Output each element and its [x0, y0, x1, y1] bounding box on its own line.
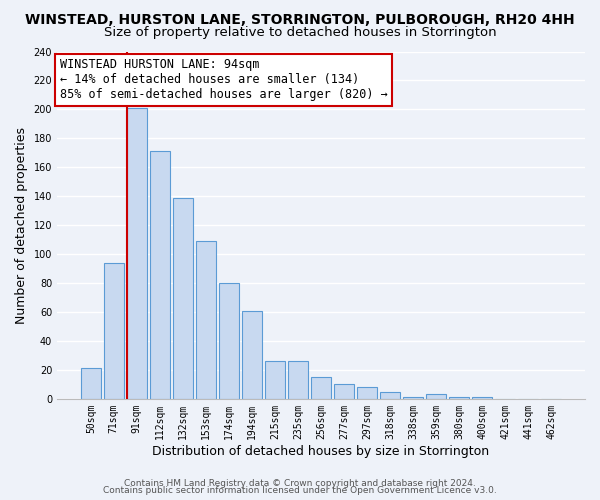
Text: WINSTEAD, HURSTON LANE, STORRINGTON, PULBOROUGH, RH20 4HH: WINSTEAD, HURSTON LANE, STORRINGTON, PUL… [25, 12, 575, 26]
Bar [380, 392, 400, 399]
Text: WINSTEAD HURSTON LANE: 94sqm
← 14% of detached houses are smaller (134)
85% of s: WINSTEAD HURSTON LANE: 94sqm ← 14% of de… [59, 58, 388, 102]
Bar [449, 398, 469, 399]
Text: Contains HM Land Registry data © Crown copyright and database right 2024.: Contains HM Land Registry data © Crown c… [124, 478, 476, 488]
Bar [427, 394, 446, 399]
Bar [81, 368, 101, 399]
Bar [311, 377, 331, 399]
Bar [219, 283, 239, 399]
Bar [104, 263, 124, 399]
Bar [403, 398, 423, 399]
Y-axis label: Number of detached properties: Number of detached properties [15, 126, 28, 324]
Bar [127, 108, 146, 399]
Bar [242, 310, 262, 399]
Bar [357, 388, 377, 399]
Bar [265, 361, 285, 399]
Bar [288, 361, 308, 399]
Text: Size of property relative to detached houses in Storrington: Size of property relative to detached ho… [104, 26, 496, 39]
Bar [196, 241, 216, 399]
Bar [472, 398, 492, 399]
Bar [150, 152, 170, 399]
X-axis label: Distribution of detached houses by size in Storrington: Distribution of detached houses by size … [152, 444, 490, 458]
Text: Contains public sector information licensed under the Open Government Licence v3: Contains public sector information licen… [103, 486, 497, 495]
Bar [173, 198, 193, 399]
Bar [334, 384, 354, 399]
